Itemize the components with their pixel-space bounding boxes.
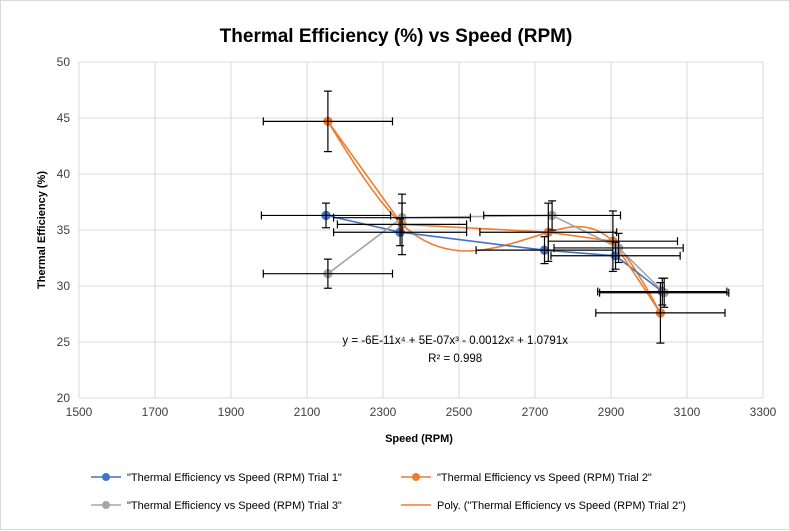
x-tick-label: 1900 (218, 405, 245, 419)
gridlines (78, 61, 764, 399)
y-tick-label: 40 (57, 167, 71, 181)
legend-item: Poly. ("Thermal Efficiency vs Speed (RPM… (401, 500, 686, 512)
y-tick-label: 50 (57, 55, 71, 69)
legend-label: "Thermal Efficiency vs Speed (RPM) Trial… (127, 500, 342, 512)
trendline-r-squared: R² = 0.998 (428, 353, 482, 365)
y-tick-label: 45 (57, 111, 71, 125)
chart-title: Thermal Efficiency (%) vs Speed (RPM) (220, 26, 573, 47)
x-tick-label: 1700 (142, 405, 169, 419)
x-axis-title: Speed (RPM) (385, 433, 453, 445)
y-tick-label: 20 (57, 391, 71, 405)
legend-label: "Thermal Efficiency vs Speed (RPM) Trial… (437, 472, 652, 484)
trendline-equation: y = -6E-11x⁴ + 5E-07x³ - 0.0012x² + 1.07… (342, 335, 568, 347)
x-tick-label: 2500 (446, 405, 473, 419)
x-tick-label: 3300 (750, 405, 777, 419)
legend-item: "Thermal Efficiency vs Speed (RPM) Trial… (401, 472, 652, 484)
x-tick-label: 3100 (674, 405, 701, 419)
y-axis-title: Thermal Efficiency (%) (36, 171, 48, 289)
y-tick-label: 25 (57, 335, 71, 349)
x-tick-label: 1500 (66, 405, 93, 419)
error-bars (260, 90, 730, 344)
x-tick-label: 2700 (522, 405, 549, 419)
legend-item: "Thermal Efficiency vs Speed (RPM) Trial… (91, 472, 342, 484)
legend-label: "Thermal Efficiency vs Speed (RPM) Trial… (127, 472, 342, 484)
legend-swatch-marker (412, 473, 420, 481)
x-tick-label: 2900 (598, 405, 625, 419)
y-tick-label: 30 (57, 279, 71, 293)
legend: "Thermal Efficiency vs Speed (RPM) Trial… (91, 472, 686, 512)
x-tick-label: 2100 (294, 405, 321, 419)
legend-swatch-marker (102, 501, 110, 509)
legend-item: "Thermal Efficiency vs Speed (RPM) Trial… (91, 500, 342, 512)
axes: 20 25 30 35 40 45 50 1500 1700 1900 2100 2300 2500 27… (57, 55, 777, 419)
x-tick-label: 2300 (370, 405, 397, 419)
legend-label: Poly. ("Thermal Efficiency vs Speed (RPM… (437, 500, 686, 512)
y-tick-label: 35 (57, 223, 71, 237)
legend-swatch-marker (102, 473, 110, 481)
